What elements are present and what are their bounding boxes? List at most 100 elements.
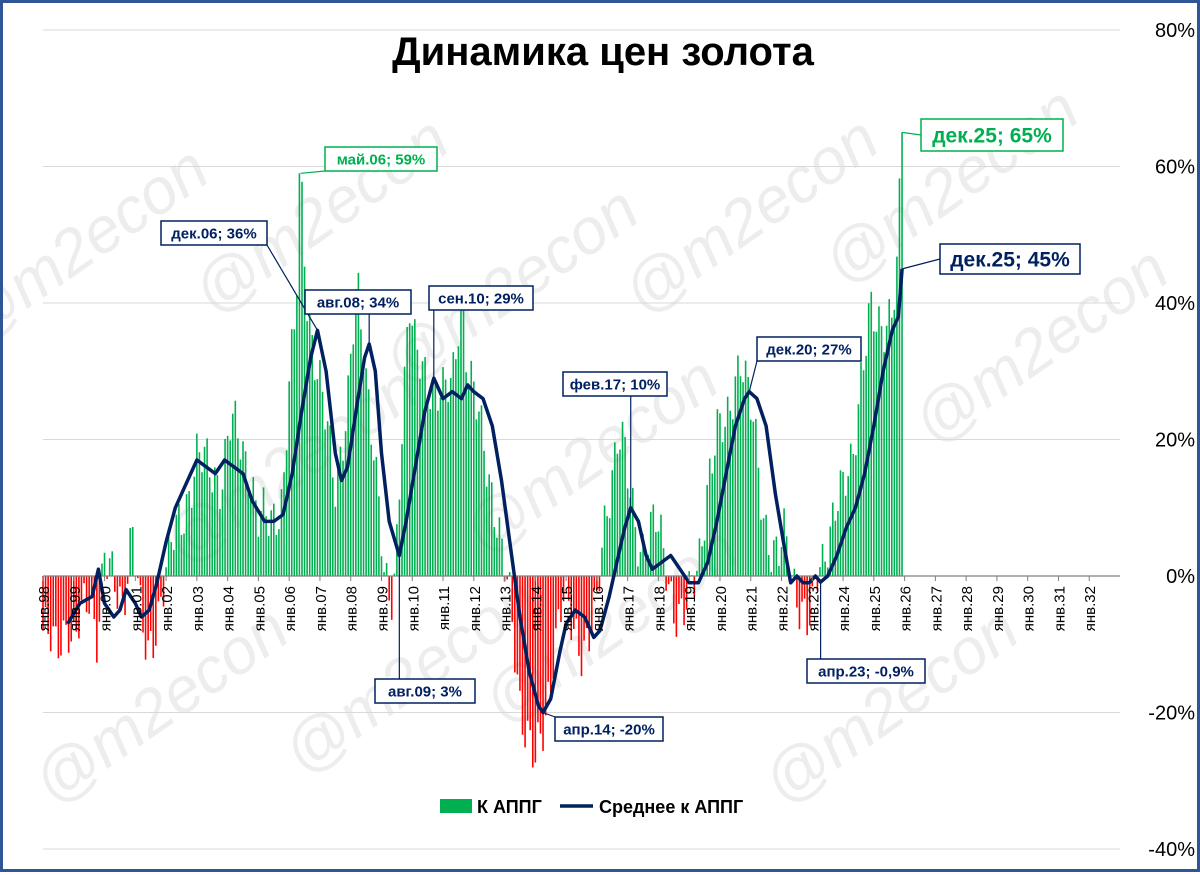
bar	[275, 534, 278, 576]
x-tick-label: янв.20	[713, 586, 730, 631]
bar	[767, 555, 770, 576]
bar	[688, 571, 690, 576]
bar	[288, 381, 290, 576]
bar	[201, 472, 203, 576]
annotation-leader	[902, 131, 922, 136]
x-tick-label: янв.26	[898, 586, 915, 631]
bar	[614, 442, 616, 576]
bar	[793, 568, 796, 576]
annotation-label: май.06; 59%	[337, 151, 426, 168]
bar	[778, 565, 780, 576]
bar	[519, 576, 521, 691]
bar	[334, 506, 337, 576]
bar	[619, 449, 621, 576]
x-tick-label: янв.08	[344, 586, 361, 631]
bar	[301, 181, 303, 576]
bar	[47, 576, 49, 634]
bar	[393, 573, 396, 576]
bar	[770, 572, 773, 576]
y-tick-label: 40%	[1155, 293, 1195, 315]
bar	[439, 397, 442, 576]
bar	[655, 532, 657, 576]
bar	[683, 576, 685, 626]
bar	[637, 566, 639, 576]
x-tick-label: янв.27	[928, 586, 945, 631]
bar	[103, 552, 106, 576]
bar	[755, 418, 757, 576]
bar	[252, 477, 255, 576]
bar	[72, 576, 75, 622]
bar	[729, 410, 732, 576]
y-tick-label: 20%	[1155, 430, 1195, 452]
bar	[67, 576, 70, 653]
bar	[660, 514, 662, 576]
bar	[83, 576, 85, 584]
bar	[839, 470, 842, 576]
bar	[737, 355, 739, 576]
bar	[832, 502, 834, 576]
annotation-box	[554, 716, 664, 742]
bar	[419, 378, 421, 576]
bar	[57, 576, 60, 659]
bar	[237, 438, 239, 576]
annotation-box	[304, 289, 412, 315]
annotation-box	[562, 371, 668, 397]
bar	[703, 540, 706, 576]
bar	[708, 458, 711, 576]
bar	[673, 576, 675, 624]
bar	[214, 467, 216, 576]
annotation-leader	[542, 711, 556, 718]
bar	[675, 576, 678, 637]
bar	[111, 551, 114, 576]
bar	[137, 576, 139, 579]
bar	[821, 544, 824, 576]
x-tick-label: янв.17	[621, 586, 638, 631]
bar	[796, 576, 798, 608]
legend-swatch-bars	[440, 799, 472, 813]
annotation-label: апр.14; -20%	[563, 721, 655, 738]
bar	[101, 563, 103, 576]
x-tick-label: янв.30	[1021, 586, 1038, 631]
bar	[229, 440, 231, 576]
bar	[603, 505, 606, 576]
bar	[596, 576, 598, 591]
bar	[680, 576, 683, 599]
bar	[390, 576, 393, 620]
bar	[462, 307, 465, 576]
bar	[480, 405, 483, 576]
bar	[221, 489, 224, 576]
bar	[75, 576, 78, 632]
bar	[473, 381, 475, 576]
bar	[896, 256, 898, 576]
bar	[760, 519, 762, 576]
bar	[306, 321, 308, 576]
bar	[180, 534, 183, 576]
legend: К АППГ Среднее к АППГ	[440, 797, 743, 817]
bar	[337, 462, 339, 576]
bar	[60, 576, 62, 656]
bar	[352, 344, 355, 576]
bar	[557, 576, 560, 610]
bar	[749, 419, 752, 576]
bar	[826, 567, 829, 576]
bar	[665, 576, 667, 591]
bar	[537, 576, 539, 723]
bar	[514, 576, 516, 673]
x-tick-label: янв.19	[682, 586, 699, 631]
bar	[165, 567, 167, 576]
bar	[698, 538, 701, 576]
bar	[511, 576, 514, 622]
bar	[347, 375, 349, 576]
bar	[231, 413, 234, 576]
bar	[842, 471, 844, 576]
bar	[885, 325, 888, 576]
bar	[475, 419, 478, 576]
y-tick-label: 0%	[1166, 566, 1195, 588]
bar	[370, 444, 373, 576]
bar	[808, 576, 811, 626]
bar	[739, 376, 742, 576]
bar	[588, 576, 590, 652]
bar	[460, 287, 462, 576]
bar	[267, 536, 270, 576]
bar	[501, 538, 503, 576]
